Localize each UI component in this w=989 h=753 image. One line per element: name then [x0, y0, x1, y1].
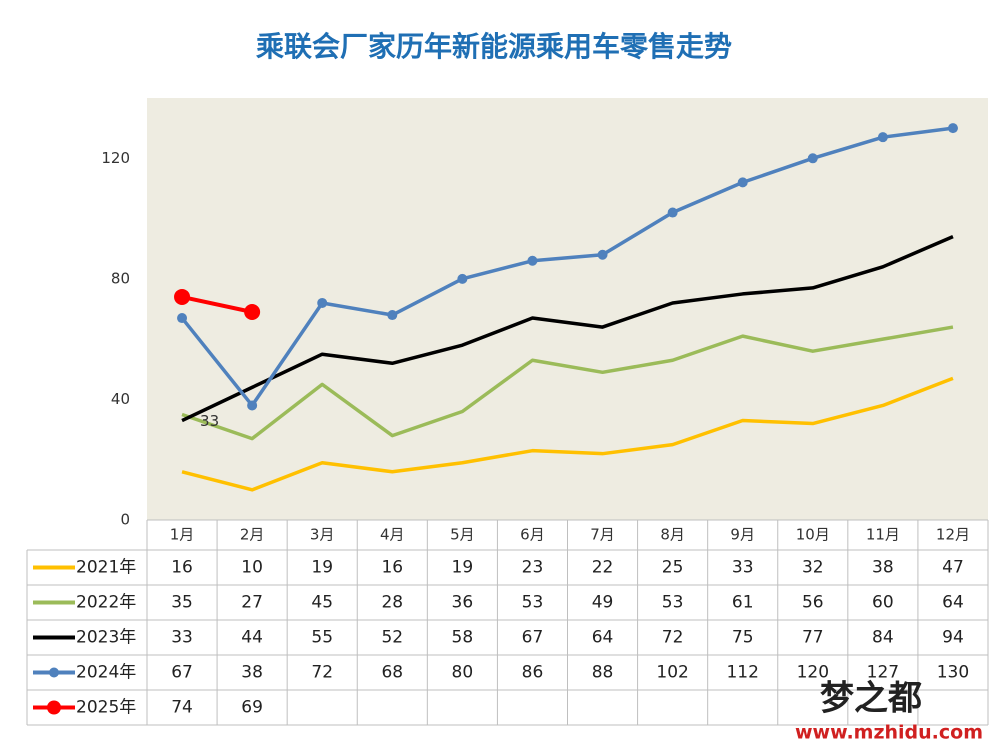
table-cell: 67 [171, 663, 193, 683]
table-cell: 88 [592, 663, 614, 683]
table-cell: 49 [592, 593, 614, 613]
series-marker [177, 313, 188, 324]
series-marker [317, 297, 328, 308]
table-cell: 38 [872, 558, 894, 578]
table-cell: 94 [942, 628, 964, 648]
x-tick-label: 5月 [450, 526, 475, 544]
x-tick-label: 7月 [590, 526, 615, 544]
x-tick-label: 4月 [380, 526, 405, 544]
table-cell: 56 [802, 593, 824, 613]
table-cell: 52 [381, 628, 403, 648]
table-cell: 64 [942, 593, 964, 613]
table-cell: 84 [872, 628, 894, 648]
y-tick-label: 40 [111, 390, 130, 408]
series-line [181, 235, 954, 423]
legend-label: 2025年 [76, 698, 136, 718]
x-tick-label: 10月 [796, 526, 830, 544]
table-cell: 32 [802, 558, 824, 578]
watermark: www.mzhidu.com [795, 722, 983, 744]
series-line [181, 376, 954, 492]
x-tick-label: 11月 [866, 526, 900, 544]
table-cell: 61 [732, 593, 754, 613]
x-tick-label: 9月 [730, 526, 755, 544]
legend-label: 2023年 [76, 628, 136, 648]
chart-title: 乘联会厂家历年新能源乘用车零售走势 [256, 30, 732, 63]
series-marker [244, 304, 261, 321]
legend-label: 2022年 [76, 593, 136, 613]
series-line [181, 325, 954, 441]
table-cell: 60 [872, 593, 894, 613]
table-cell: 19 [311, 558, 333, 578]
series-line [181, 294, 253, 314]
table-cell: 23 [522, 558, 544, 578]
x-tick-label: 2月 [240, 526, 265, 544]
table-cell: 36 [452, 593, 474, 613]
legend-label: 2024年 [76, 663, 136, 683]
table-cell: 86 [522, 663, 544, 683]
series-marker [737, 177, 748, 188]
series-marker [597, 249, 608, 260]
x-tick-label: 8月 [660, 526, 685, 544]
table-cell: 38 [241, 663, 263, 683]
table-cell: 80 [452, 663, 474, 683]
plot-area [147, 98, 988, 520]
table-cell: 47 [942, 558, 964, 578]
series-marker [457, 273, 468, 284]
table-cell: 72 [311, 663, 333, 683]
table-cell: 19 [452, 558, 474, 578]
table-cell: 68 [381, 663, 403, 683]
series-marker [387, 310, 398, 321]
series-line [180, 126, 954, 408]
table-cell: 112 [726, 663, 758, 683]
table-cell: 67 [522, 628, 544, 648]
series-marker [667, 207, 678, 218]
table-cell: 75 [732, 628, 754, 648]
table-cell: 10 [241, 558, 263, 578]
data-label: 33 [200, 412, 219, 430]
x-tick-label: 6月 [520, 526, 545, 544]
table-cell: 44 [241, 628, 263, 648]
table-cell: 120 [797, 663, 829, 683]
table-cell: 33 [171, 628, 193, 648]
series-marker [947, 123, 958, 134]
table-cell: 127 [867, 663, 899, 683]
x-tick-label: 3月 [310, 526, 335, 544]
legend-label: 2021年 [76, 558, 136, 578]
y-tick-label: 120 [101, 149, 130, 167]
table-cell: 45 [311, 593, 333, 613]
table-cell: 102 [656, 663, 688, 683]
table-cell: 55 [311, 628, 333, 648]
table-cell: 77 [802, 628, 824, 648]
table-cell: 72 [662, 628, 684, 648]
table-cell: 28 [381, 593, 403, 613]
series-marker [174, 288, 191, 305]
series-marker [807, 153, 818, 164]
table-cell: 64 [592, 628, 614, 648]
table-cell: 33 [732, 558, 754, 578]
table-cell: 27 [241, 593, 263, 613]
y-tick-label: 0 [120, 511, 130, 529]
x-tick-label: 12月 [936, 526, 970, 544]
table-cell: 16 [171, 558, 193, 578]
table-cell: 58 [452, 628, 474, 648]
table-cell: 53 [522, 593, 544, 613]
y-tick-label: 80 [111, 269, 130, 287]
series-marker [877, 132, 888, 143]
x-tick-label: 1月 [170, 526, 195, 544]
table-cell: 16 [381, 558, 403, 578]
table-cell: 130 [937, 663, 969, 683]
table-cell: 22 [592, 558, 614, 578]
table-cell: 25 [662, 558, 684, 578]
watermark: 梦之都 [820, 679, 922, 719]
series-marker [527, 255, 538, 266]
table-cell: 53 [662, 593, 684, 613]
series-marker [247, 400, 258, 411]
legend-marker [47, 700, 61, 715]
table-cell: 74 [171, 698, 193, 718]
legend-marker [49, 667, 59, 678]
table-cell: 69 [241, 698, 263, 718]
table-cell: 35 [171, 593, 193, 613]
